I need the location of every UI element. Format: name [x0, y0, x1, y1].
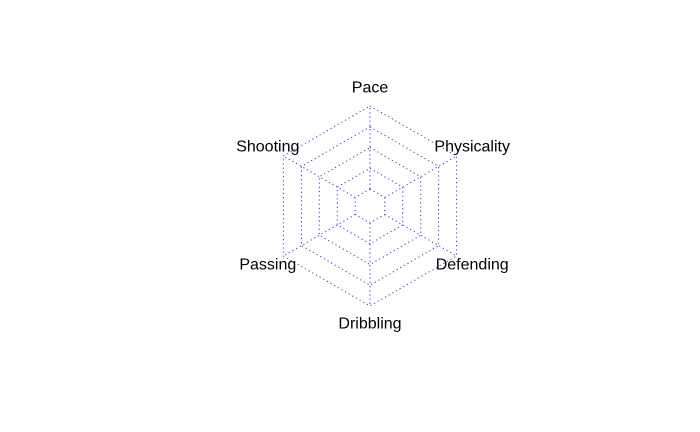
axis-label-shooting: Shooting — [236, 139, 299, 156]
grid-ring-5 — [282, 105, 458, 307]
axis-label-defending: Defending — [436, 257, 509, 274]
radar-spokes — [283, 106, 457, 306]
radar-grid — [282, 105, 458, 307]
axis-label-passing: Passing — [239, 257, 296, 274]
spoke-defending — [384, 214, 457, 257]
axis-label-pace: Pace — [352, 80, 389, 97]
grid-ring-1 — [354, 188, 386, 224]
axis-labels: Pace Physicality Defending Dribbling Passing… — [236, 80, 510, 333]
axis-label-physicality: Physicality — [434, 139, 510, 156]
grid-ring-3 — [318, 146, 422, 266]
axis-label-dribbling: Dribbling — [338, 316, 401, 333]
